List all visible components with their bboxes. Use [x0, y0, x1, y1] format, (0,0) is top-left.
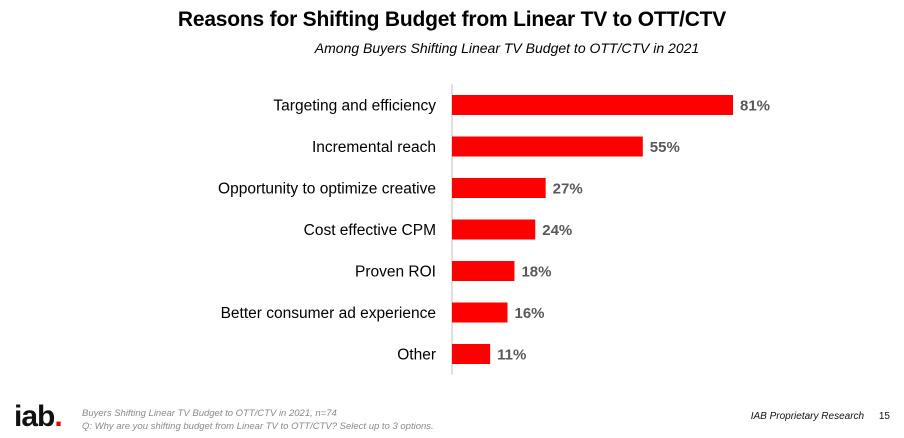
category-label: Opportunity to optimize creative — [218, 181, 436, 198]
chart-subtitle: Among Buyers Shifting Linear TV Budget t… — [314, 40, 700, 56]
value-label: 24% — [542, 222, 572, 239]
footer-label: IAB Proprietary Research — [750, 411, 865, 422]
bar-chart: Targeting and efficiency 81% Incremental r… — [218, 84, 770, 375]
bar — [452, 95, 733, 115]
category-label: Other — [397, 347, 436, 364]
footer-right: IAB Proprietary Research 15 — [751, 411, 890, 422]
page-number: 15 — [878, 411, 890, 422]
bar — [452, 178, 546, 198]
value-label: 81% — [740, 98, 770, 115]
bar — [452, 219, 536, 240]
chart-title: Reasons for Shifting Budget from Linear … — [177, 8, 727, 31]
value-label: 55% — [650, 139, 680, 156]
bar — [452, 302, 508, 323]
category-label: Better consumer ad experience — [221, 305, 436, 322]
bar — [452, 136, 643, 157]
footer-note-question: Q: Why are you shifting budget from Line… — [82, 421, 434, 432]
bar — [452, 344, 491, 364]
logo-text: iab — [14, 400, 55, 433]
value-label: 18% — [521, 264, 551, 281]
category-label: Incremental reach — [312, 139, 436, 156]
bar — [452, 261, 515, 281]
footer-note-base: Buyers Shifting Linear TV Budget to OTT/… — [82, 408, 337, 419]
category-label: Targeting and efficiency — [273, 98, 436, 115]
category-label: Cost effective CPM — [304, 222, 436, 239]
footer-notes: Buyers Shifting Linear TV Budget to OTT/… — [82, 407, 434, 433]
logo-dot: . — [54, 400, 62, 433]
value-label: 11% — [497, 347, 526, 364]
value-label: 27% — [553, 181, 583, 198]
value-label: 16% — [515, 305, 545, 322]
iab-logo: iab. — [14, 400, 63, 434]
category-label: Proven ROI — [355, 264, 436, 281]
